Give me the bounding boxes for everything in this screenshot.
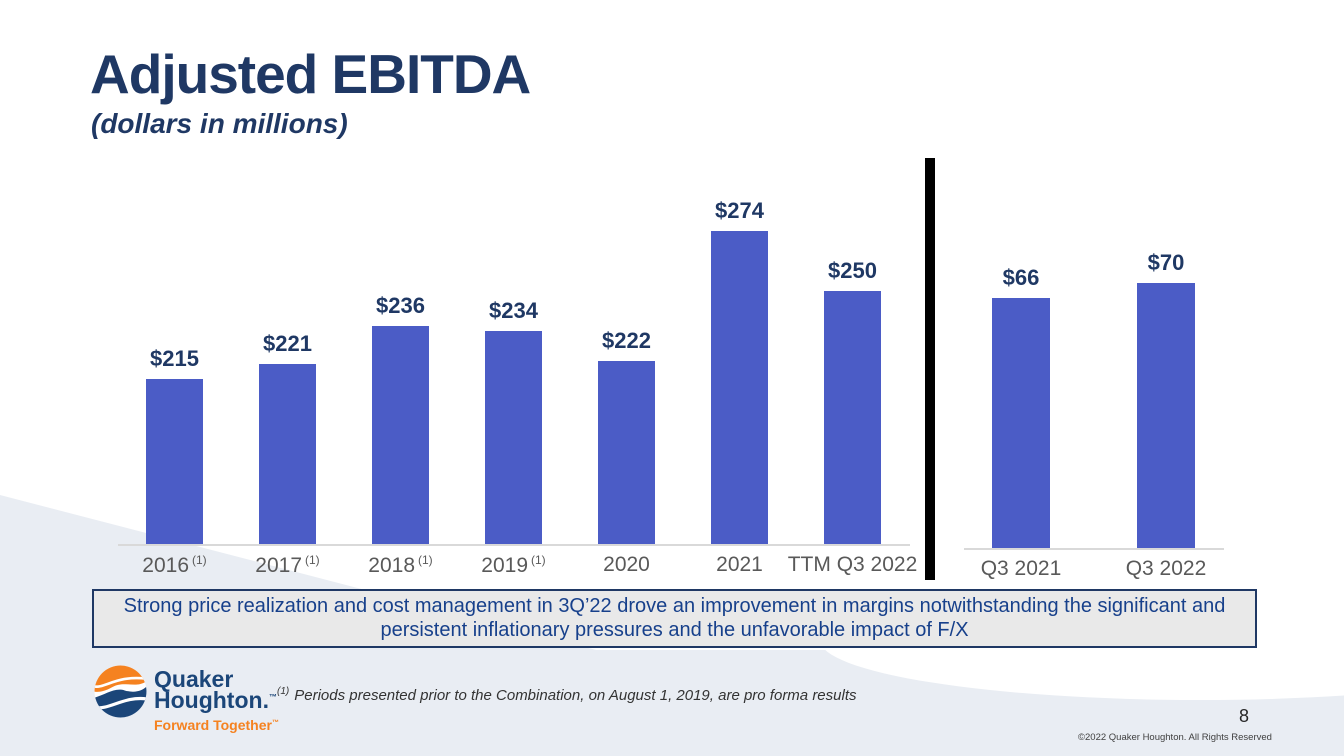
copyright-notice: ©2022 Quaker Houghton. All Rights Reserv… — [1078, 732, 1272, 743]
x-axis-line — [118, 544, 910, 546]
bar-ttm-q3-2022 — [824, 291, 881, 545]
callout-box: Strong price realization and cost manage… — [92, 589, 1257, 648]
bar-category-label: 2018 (1) — [368, 553, 433, 577]
bar-2017 — [259, 364, 316, 545]
logo-name-line1: Quaker — [154, 666, 234, 692]
logo-tagline: Forward Together™ — [154, 717, 279, 734]
group-divider — [925, 158, 935, 580]
footnote-marker: (1) — [277, 686, 290, 697]
company-logo: Quaker Houghton.™ Forward Together™ — [94, 665, 279, 733]
bar-category-label: 2020 — [603, 553, 650, 576]
bar-category-label: 2017 (1) — [255, 553, 320, 577]
bar-q3-2022 — [1137, 283, 1195, 549]
callout-text: Strong price realization and cost manage… — [123, 595, 1226, 641]
bar-category-label: 2016 (1) — [142, 553, 207, 577]
bar-q3-2021 — [992, 298, 1050, 549]
footnote-text: Periods presented prior to the Combinati… — [294, 687, 857, 704]
page-title: Adjusted EBITDA — [90, 43, 531, 105]
x-axis-line — [964, 548, 1224, 550]
bar-value-label: $236 — [376, 293, 425, 318]
bar-value-label: $66 — [1002, 265, 1040, 290]
bar-value-label: $215 — [150, 346, 199, 371]
bar-value-label: $221 — [263, 331, 312, 356]
logo-name-line2: Houghton.™ — [154, 687, 277, 714]
category-footnote-marker: (1) — [418, 553, 433, 567]
bar-2016 — [146, 379, 203, 545]
bar-value-label: $70 — [1147, 250, 1185, 275]
footnote: (1) Periods presented prior to the Combin… — [277, 686, 857, 704]
category-footnote-marker: (1) — [305, 553, 320, 567]
bar-value-label: $222 — [602, 328, 651, 353]
page-subtitle: (dollars in millions) — [91, 108, 348, 139]
category-footnote-marker: (1) — [192, 553, 207, 567]
bar-2021 — [711, 231, 768, 545]
bar-2019 — [485, 331, 542, 545]
bar-value-label: $234 — [489, 298, 538, 323]
bar-value-label: $250 — [828, 258, 877, 283]
bar-category-label: TTM Q3 2022 — [787, 553, 918, 576]
logo-text: Quaker Houghton.™ Forward Together™ — [154, 666, 279, 734]
bar-category-label: 2019 (1) — [481, 553, 546, 577]
bar-category-label: Q3 2022 — [1125, 557, 1207, 580]
page-number: 8 — [1238, 706, 1249, 726]
bar-value-label: $274 — [715, 198, 764, 223]
category-footnote-marker: (1) — [531, 553, 546, 567]
logo-globe-icon — [94, 665, 147, 718]
logo-trademark: ™ — [268, 692, 277, 702]
bar-2020 — [598, 361, 655, 545]
bar-category-label: 2021 — [716, 553, 763, 576]
bar-2018 — [372, 326, 429, 545]
bar-category-label: Q3 2021 — [980, 557, 1062, 580]
